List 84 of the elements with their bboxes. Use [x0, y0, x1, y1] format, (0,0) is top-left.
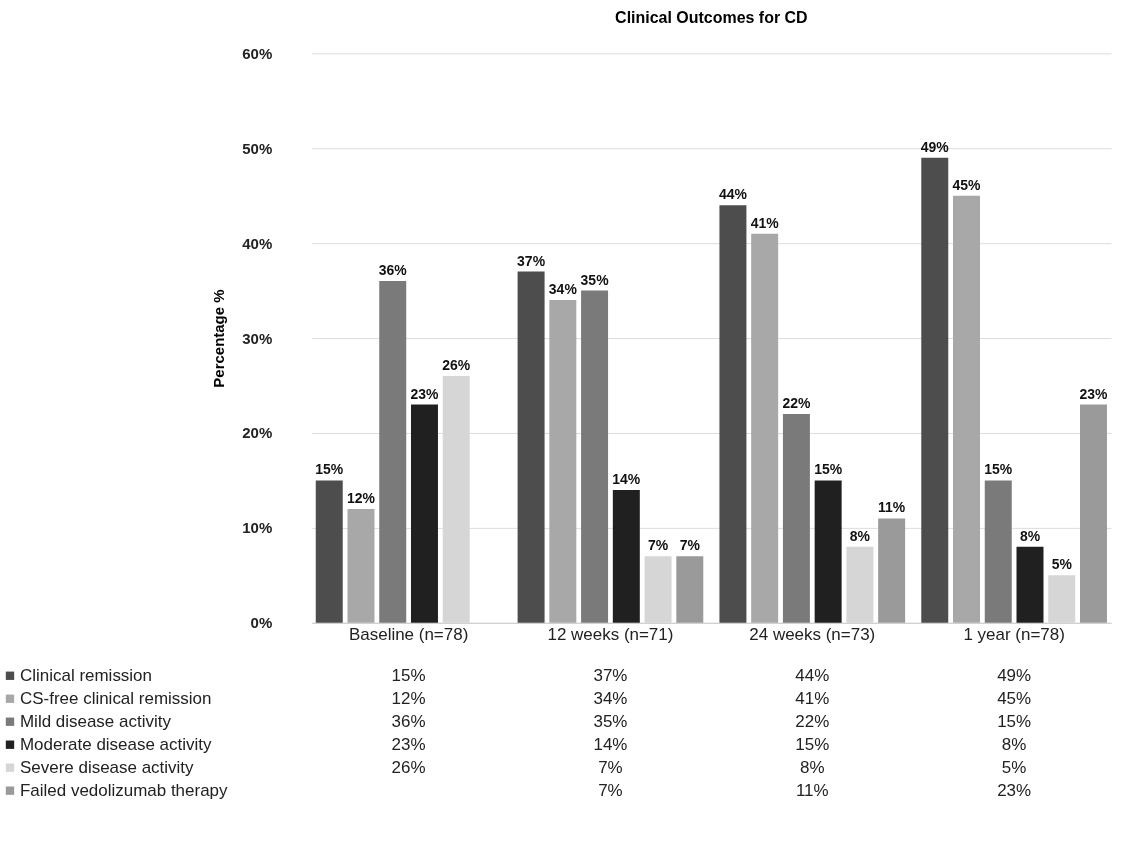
- bar: [676, 556, 704, 623]
- data-label: 8%: [800, 757, 825, 777]
- bar: [1016, 546, 1044, 623]
- data-label: 35%: [593, 711, 628, 731]
- bar: [719, 205, 747, 623]
- y-tick-label: 50%: [242, 139, 273, 157]
- bar: [878, 518, 906, 623]
- data-label: 26%: [391, 757, 426, 777]
- bar: [410, 404, 438, 623]
- legend-label: Mild disease activity: [19, 711, 172, 731]
- text: 15%: [814, 461, 843, 478]
- text: 23%: [410, 385, 439, 402]
- legend-label: Severe disease activity: [19, 757, 195, 777]
- text: 44%: [718, 186, 747, 203]
- text: 41%: [750, 214, 779, 231]
- text: 49%: [920, 138, 949, 155]
- data-label: 49%: [997, 665, 1032, 685]
- legend-label: Failed vedolizumab therapy: [19, 780, 229, 800]
- bar: [814, 480, 842, 623]
- y-tick-label: 30%: [242, 329, 273, 347]
- bar: [782, 413, 810, 623]
- text: 23%: [1079, 385, 1108, 402]
- text: 26%: [442, 357, 471, 374]
- text: 12%: [347, 489, 375, 506]
- bar: [984, 480, 1012, 623]
- bar: [612, 489, 640, 623]
- legend-label: CS-free clinical remission: [19, 688, 212, 708]
- data-label: 12%: [391, 688, 426, 708]
- x-tick-label: Baseline (n=78): [348, 625, 469, 645]
- text: 45%: [952, 176, 981, 193]
- bar: [379, 281, 407, 623]
- data-label: 34%: [593, 688, 628, 708]
- text: 8%: [849, 527, 870, 544]
- y-tick-label: 40%: [242, 234, 273, 252]
- y-tick-label: 60%: [242, 44, 273, 62]
- data-label: 23%: [391, 734, 426, 754]
- text: 15%: [984, 461, 1013, 478]
- y-tick-label: 20%: [242, 424, 273, 442]
- text: 37%: [517, 252, 546, 269]
- data-label: 44%: [795, 665, 830, 685]
- y-axis-title: Percentage %: [210, 289, 228, 388]
- data-label: 14%: [593, 734, 628, 754]
- text: 7%: [679, 537, 700, 554]
- bar: [549, 300, 577, 623]
- y-tick-label: 0%: [250, 614, 273, 632]
- x-tick-label: 12 weeks (n=71): [547, 625, 674, 645]
- data-label: 37%: [593, 665, 628, 685]
- bar: [953, 195, 980, 623]
- data-label: 7%: [598, 780, 623, 800]
- text: 22%: [782, 395, 811, 411]
- bar: [517, 271, 545, 623]
- bar: [581, 290, 609, 623]
- bar: [921, 157, 949, 623]
- bar: [347, 508, 375, 623]
- text: 5%: [1051, 556, 1072, 573]
- text: 34%: [548, 281, 577, 298]
- data-label: 41%: [795, 688, 830, 708]
- text: 35%: [580, 271, 609, 288]
- text: 7%: [647, 537, 669, 554]
- x-tick-label: 24 weeks (n=73): [749, 625, 876, 645]
- text: 15%: [315, 461, 344, 478]
- data-label: 15%: [997, 711, 1032, 731]
- chart-title: Clinical Outcomes for CD: [615, 9, 808, 27]
- text: 36%: [378, 262, 407, 279]
- data-label: 15%: [391, 665, 426, 685]
- data-label: 22%: [795, 711, 830, 731]
- bar: [1079, 404, 1107, 623]
- data-label: 5%: [1001, 757, 1027, 777]
- legend-label: Moderate disease activity: [19, 734, 212, 754]
- text: 8%: [1019, 527, 1041, 544]
- bar: [315, 480, 343, 623]
- y-tick-label: 10%: [242, 519, 273, 537]
- x-tick-label: 1 year (n=78): [963, 625, 1065, 645]
- data-label: 36%: [391, 711, 426, 731]
- data-label: 7%: [598, 757, 623, 777]
- data-label: 11%: [795, 780, 829, 800]
- data-label: 23%: [997, 780, 1032, 800]
- text: 11%: [878, 499, 906, 516]
- data-label: 15%: [795, 734, 830, 754]
- bar: [751, 233, 779, 623]
- data-label: 8%: [1001, 734, 1027, 754]
- data-label: 45%: [997, 688, 1032, 708]
- legend-label: Clinical remission: [19, 665, 152, 685]
- text: 14%: [612, 470, 641, 487]
